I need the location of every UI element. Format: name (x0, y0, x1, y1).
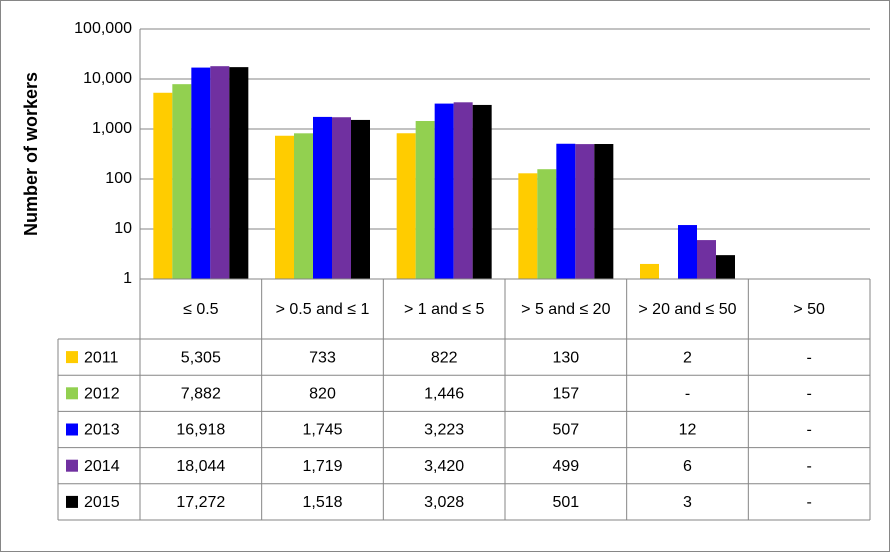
table-value: 2 (683, 349, 692, 366)
bar (697, 240, 716, 279)
bar (678, 225, 697, 279)
category-cell: > 1 and ≤ 5 (403, 300, 485, 318)
legend-label: 2011 (84, 349, 119, 366)
table-value: 157 (552, 386, 579, 403)
table-value: 5,305 (181, 349, 221, 366)
table-value: 7,882 (181, 386, 221, 403)
bar (575, 144, 595, 279)
table-value: 6 (683, 458, 692, 475)
category-cell: > 20 and ≤ 50 (638, 300, 737, 318)
legend-key (66, 423, 78, 436)
bar (518, 173, 538, 279)
bar (191, 67, 211, 279)
bar (537, 169, 557, 279)
legend-label: 2012 (84, 386, 120, 403)
table-value: 1,719 (302, 458, 342, 475)
table-value: 822 (431, 349, 458, 366)
bar (415, 120, 435, 280)
y-axis-title: Number of workers (21, 72, 41, 236)
bar (434, 103, 454, 280)
x-tick-label: ≤ 0.5 (183, 300, 219, 318)
y-tick-label: 1,000 (92, 120, 132, 137)
table-value: - (807, 458, 812, 475)
bar (472, 104, 492, 280)
legend-label: 2015 (84, 494, 120, 511)
table-value: 1,518 (302, 494, 342, 511)
y-tick-label: 100,000 (74, 20, 132, 37)
y-tick-label: 100 (105, 170, 132, 187)
table-value: 501 (552, 494, 579, 511)
bar (172, 84, 192, 279)
category-cell: > 50 (793, 300, 825, 318)
x-tick-label: > 1 and ≤ 5 (403, 300, 485, 318)
bar (594, 144, 614, 279)
x-tick-label: > 5 and ≤ 20 (521, 300, 611, 318)
legend-key (66, 351, 78, 364)
y-tick-label: 10,000 (83, 70, 132, 87)
legend-key (66, 495, 78, 508)
table-value: 507 (552, 422, 579, 439)
table-value: - (807, 494, 812, 511)
table-value: - (807, 422, 812, 439)
category-cell: ≤ 0.5 (183, 300, 219, 318)
y-tick-label: 10 (114, 220, 132, 237)
y-tick-label: 1 (123, 270, 132, 287)
x-tick-label: > 20 and ≤ 50 (638, 300, 737, 318)
table-value: - (807, 386, 812, 403)
bar (275, 135, 294, 279)
bar (556, 143, 576, 279)
table-value: 3,223 (424, 422, 464, 439)
table-value: 499 (552, 458, 579, 475)
table-value: 1,745 (302, 422, 342, 439)
bar (396, 133, 416, 279)
table-value: 16,918 (176, 422, 225, 439)
table-value: 17,272 (176, 494, 225, 511)
bar (332, 117, 351, 279)
bar (229, 67, 249, 279)
bar (453, 102, 473, 279)
category-cell: > 0.5 and ≤ 1 (275, 300, 370, 318)
table-value: 733 (309, 349, 336, 366)
bar (210, 66, 230, 280)
table-value: 820 (309, 386, 336, 403)
legend-label: 2014 (84, 458, 120, 475)
table-value: 12 (679, 422, 697, 439)
table-value: 3 (683, 494, 692, 511)
table-value: 3,420 (424, 458, 464, 475)
legend-key (66, 459, 78, 472)
x-tick-label: > 50 (793, 300, 825, 318)
bar (351, 119, 370, 280)
table-value: 18,044 (176, 458, 225, 475)
legend-key (66, 387, 78, 400)
table-value: 130 (552, 349, 579, 366)
x-tick-label: > 0.5 and ≤ 1 (275, 300, 370, 318)
table-value: - (807, 349, 812, 366)
table-value: 1,446 (424, 386, 464, 403)
table-value: - (685, 386, 690, 403)
bar (153, 92, 173, 279)
bar (716, 255, 735, 279)
legend-label: 2013 (84, 422, 120, 439)
bar (313, 116, 332, 280)
table-value: 3,028 (424, 494, 464, 511)
category-cell: > 5 and ≤ 20 (521, 300, 611, 318)
bar (294, 133, 313, 279)
bar (640, 263, 659, 279)
